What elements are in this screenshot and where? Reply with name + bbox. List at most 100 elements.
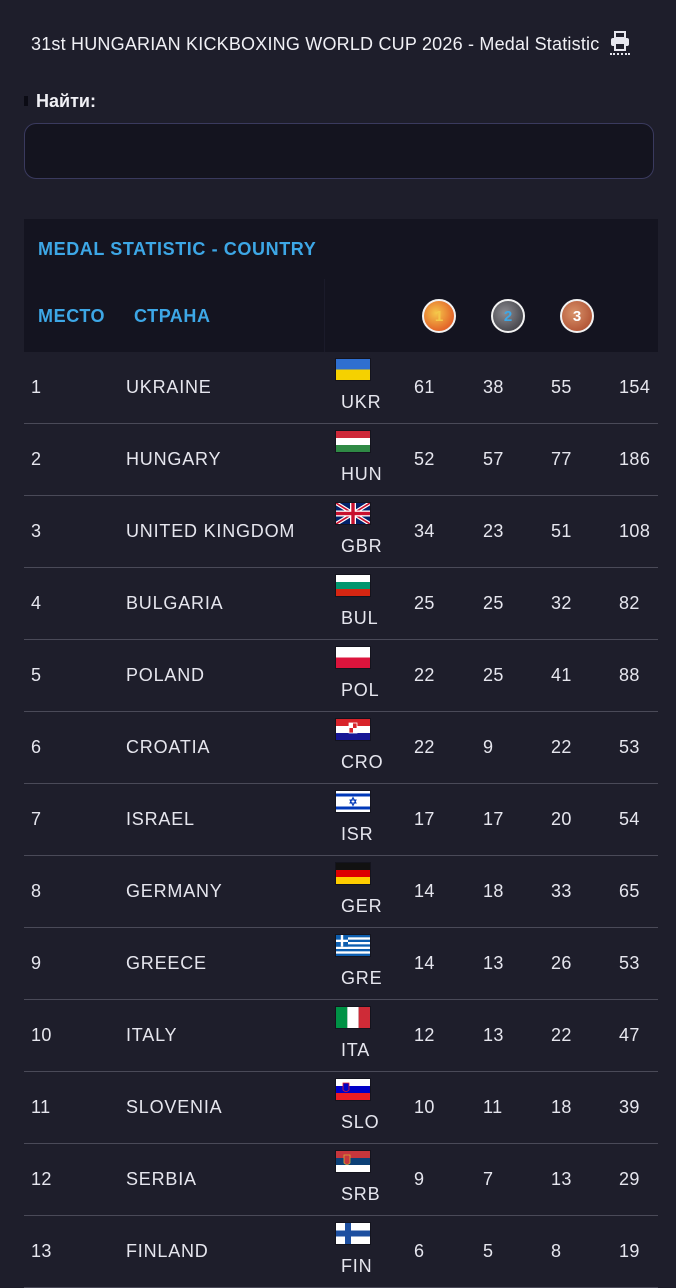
total-count: 54 (619, 809, 640, 829)
gold-count: 22 (414, 737, 435, 757)
silver-count: 5 (483, 1241, 494, 1261)
flag-gbr-icon (336, 503, 370, 524)
bronze-count: 20 (551, 809, 572, 829)
search-input[interactable] (24, 123, 654, 179)
country-name: BULGARIA (126, 593, 224, 613)
silver-count: 11 (483, 1097, 503, 1117)
country-name: UKRAINE (126, 377, 212, 397)
printer-icon[interactable] (609, 31, 631, 57)
table-body: 1 UKRAINE UKR 61 38 55 154 2 HUNGARY HUN 52 57 77 186… (24, 352, 658, 1288)
country-name: GERMANY (126, 881, 223, 901)
column-header-place[interactable]: МЕСТО (38, 306, 106, 326)
medal-table: MEDAL STATISTIC - COUNTRY МЕСТО СТРАНА 1… (24, 219, 658, 1288)
country-name: GREECE (126, 953, 207, 973)
table-row: 4 BULGARIA BUL 25 25 32 82 (24, 568, 658, 640)
country-code: GER (341, 896, 383, 916)
silver-count: 7 (483, 1169, 494, 1189)
country-code: SRB (341, 1184, 381, 1204)
flag-bul-icon (336, 575, 370, 596)
country-code: HUN (341, 464, 383, 484)
silver-count: 17 (483, 809, 504, 829)
flag-fin-icon (336, 1223, 370, 1244)
country-code: SLO (341, 1112, 380, 1132)
table-row: 13 FINLAND FIN 6 5 8 19 (24, 1216, 658, 1288)
table-row: 8 GERMANY GER 14 18 33 65 (24, 856, 658, 928)
silver-count: 13 (483, 953, 504, 973)
flag-ita-icon (336, 1007, 370, 1028)
silver-count: 25 (483, 665, 504, 685)
country-name: CROATIA (126, 737, 211, 757)
bronze-count: 22 (551, 1025, 572, 1045)
bronze-count: 77 (551, 449, 572, 469)
table-row: 11 SLOVENIA SLO 10 11 18 39 (24, 1072, 658, 1144)
search-label: Найти: (24, 90, 96, 112)
bronze-medal-icon[interactable]: 3 (560, 299, 594, 333)
place-cell: 12 (31, 1169, 52, 1189)
total-count: 186 (619, 449, 651, 469)
total-count: 65 (619, 881, 640, 901)
total-count: 154 (619, 377, 651, 397)
silver-count: 57 (483, 449, 504, 469)
table-header: MEDAL STATISTIC - COUNTRY МЕСТО СТРАНА 1… (24, 219, 658, 352)
gold-count: 25 (414, 593, 435, 613)
bronze-count: 51 (551, 521, 572, 541)
gold-count: 9 (414, 1169, 425, 1189)
total-count: 108 (619, 521, 651, 541)
country-code: POL (341, 680, 380, 700)
silver-count: 25 (483, 593, 504, 613)
bronze-count: 32 (551, 593, 572, 613)
bronze-count: 22 (551, 737, 572, 757)
flag-isr-icon (336, 791, 370, 812)
total-count: 29 (619, 1169, 640, 1189)
country-name: HUNGARY (126, 449, 222, 469)
silver-medal-icon[interactable]: 2 (491, 299, 525, 333)
total-count: 53 (619, 953, 640, 973)
gold-count: 34 (414, 521, 435, 541)
flag-cro-icon (336, 719, 370, 740)
total-count: 39 (619, 1097, 640, 1117)
page-header: 31st HUNGARIAN KICKBOXING WORLD CUP 2026… (31, 30, 651, 58)
gold-count: 6 (414, 1241, 425, 1261)
silver-count: 18 (483, 881, 504, 901)
country-code: BUL (341, 608, 379, 628)
silver-count: 38 (483, 377, 504, 397)
flag-srb-icon (336, 1151, 370, 1172)
gold-count: 52 (414, 449, 435, 469)
bronze-count: 8 (551, 1241, 562, 1261)
bronze-count: 18 (551, 1097, 572, 1117)
bronze-count: 55 (551, 377, 572, 397)
table-row: 10 ITALY ITA 12 13 22 47 (24, 1000, 658, 1072)
place-cell: 6 (31, 737, 42, 757)
country-code: GBR (341, 536, 383, 556)
place-cell: 10 (31, 1025, 52, 1045)
country-name: POLAND (126, 665, 205, 685)
flag-pol-icon (336, 647, 370, 668)
country-name: ITALY (126, 1025, 178, 1045)
silver-count: 9 (483, 737, 494, 757)
column-header-country[interactable]: СТРАНА (134, 306, 211, 326)
bronze-count: 33 (551, 881, 572, 901)
gold-medal-icon[interactable]: 1 (422, 299, 456, 333)
total-count: 53 (619, 737, 640, 757)
place-cell: 7 (31, 809, 42, 829)
country-name: ISRAEL (126, 809, 195, 829)
country-code: FIN (341, 1256, 373, 1276)
country-name: SLOVENIA (126, 1097, 223, 1117)
table-title: MEDAL STATISTIC - COUNTRY (38, 239, 317, 259)
flag-slo-icon (336, 1079, 370, 1100)
table-row: 2 HUNGARY HUN 52 57 77 186 (24, 424, 658, 496)
gold-count: 17 (414, 809, 435, 829)
gold-count: 14 (414, 881, 435, 901)
gold-count: 61 (414, 377, 435, 397)
total-count: 88 (619, 665, 640, 685)
place-cell: 4 (31, 593, 42, 613)
country-code: UKR (341, 392, 382, 412)
place-cell: 3 (31, 521, 42, 541)
table-row: 7 ISRAEL ISR 17 17 20 54 (24, 784, 658, 856)
gold-count: 22 (414, 665, 435, 685)
place-cell: 8 (31, 881, 42, 901)
flag-gre-icon (336, 935, 370, 956)
flag-hun-icon (336, 431, 370, 452)
silver-count: 13 (483, 1025, 504, 1045)
table-row: 3 UNITED KINGDOM GBR 34 23 51 108 (24, 496, 658, 568)
